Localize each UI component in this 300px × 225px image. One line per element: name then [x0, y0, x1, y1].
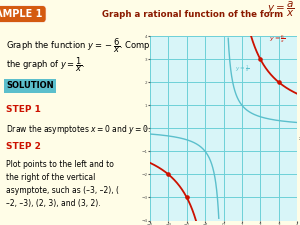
Text: STEP 2: STEP 2 [6, 142, 41, 151]
Text: $y=\frac{6}{x}$: $y=\frac{6}{x}$ [269, 34, 286, 45]
Text: $y=\frac{1}{x}$: $y=\frac{1}{x}$ [235, 64, 249, 75]
Text: Plot points to the left and to
the right of the vertical
asymptote, such as (–3,: Plot points to the left and to the right… [6, 160, 119, 208]
Text: STEP 1: STEP 1 [6, 105, 41, 114]
Text: EXAMPLE 1: EXAMPLE 1 [0, 9, 43, 19]
Text: $y=\dfrac{a}{x}$: $y=\dfrac{a}{x}$ [267, 0, 295, 20]
Text: Draw the asymptotes $x=0$ and $y=0$.: Draw the asymptotes $x=0$ and $y=0$. [6, 123, 151, 136]
Text: Graph the function $y=-\dfrac{6}{x}$. Compare the graph with: Graph the function $y=-\dfrac{6}{x}$. Co… [6, 36, 229, 55]
Text: SOLUTION: SOLUTION [6, 81, 54, 90]
Text: the graph of $y=\dfrac{1}{x}$.: the graph of $y=\dfrac{1}{x}$. [6, 56, 86, 74]
Text: x: x [299, 136, 300, 141]
Text: Graph a rational function of the form: Graph a rational function of the form [102, 9, 283, 19]
